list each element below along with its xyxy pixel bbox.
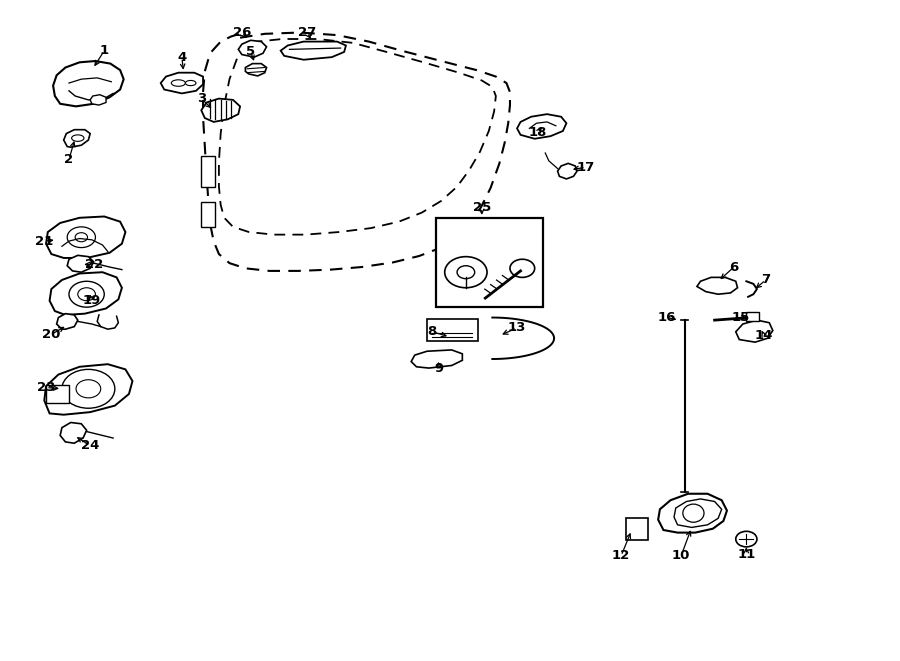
Polygon shape <box>558 163 577 179</box>
Text: 12: 12 <box>612 549 630 563</box>
Text: 14: 14 <box>755 329 773 342</box>
Text: 9: 9 <box>435 362 444 375</box>
Polygon shape <box>238 40 266 57</box>
Polygon shape <box>50 272 122 315</box>
Polygon shape <box>697 278 737 294</box>
Polygon shape <box>57 314 77 329</box>
Text: 3: 3 <box>197 92 206 105</box>
Text: 2: 2 <box>65 153 74 166</box>
Circle shape <box>736 531 757 547</box>
Text: 17: 17 <box>577 161 595 174</box>
Text: 25: 25 <box>472 201 490 214</box>
Polygon shape <box>53 61 123 106</box>
Text: 24: 24 <box>81 440 99 452</box>
Polygon shape <box>658 494 727 533</box>
Text: 6: 6 <box>729 260 739 274</box>
Polygon shape <box>90 95 106 105</box>
Text: 18: 18 <box>529 126 547 139</box>
Text: 1: 1 <box>100 44 109 57</box>
Text: 21: 21 <box>35 235 53 248</box>
Polygon shape <box>44 364 132 414</box>
Polygon shape <box>161 73 203 93</box>
Bar <box>428 319 478 341</box>
Bar <box>202 202 215 227</box>
Polygon shape <box>60 422 86 444</box>
Polygon shape <box>517 114 566 139</box>
Text: 23: 23 <box>37 381 55 394</box>
Bar <box>436 217 544 307</box>
Text: 27: 27 <box>298 26 316 39</box>
Polygon shape <box>68 255 94 272</box>
Text: 13: 13 <box>508 321 526 334</box>
Text: 22: 22 <box>85 258 103 271</box>
Text: 5: 5 <box>246 46 256 58</box>
Polygon shape <box>246 63 266 76</box>
Polygon shape <box>46 217 125 258</box>
Text: 26: 26 <box>233 26 251 39</box>
Text: 8: 8 <box>428 325 437 338</box>
Bar <box>46 385 69 403</box>
Bar <box>626 518 648 541</box>
Bar <box>746 313 759 321</box>
Text: 10: 10 <box>672 549 690 563</box>
Text: 15: 15 <box>732 311 751 324</box>
Text: 11: 11 <box>737 548 755 561</box>
Polygon shape <box>674 499 722 527</box>
Polygon shape <box>64 130 90 147</box>
Text: 16: 16 <box>658 311 676 324</box>
Text: 20: 20 <box>42 328 60 341</box>
Text: 7: 7 <box>761 274 770 286</box>
Polygon shape <box>411 350 463 368</box>
Polygon shape <box>736 320 773 342</box>
Bar <box>202 155 215 186</box>
Text: 19: 19 <box>83 294 101 307</box>
Text: 4: 4 <box>177 51 186 63</box>
Polygon shape <box>281 42 346 59</box>
Polygon shape <box>202 98 240 122</box>
